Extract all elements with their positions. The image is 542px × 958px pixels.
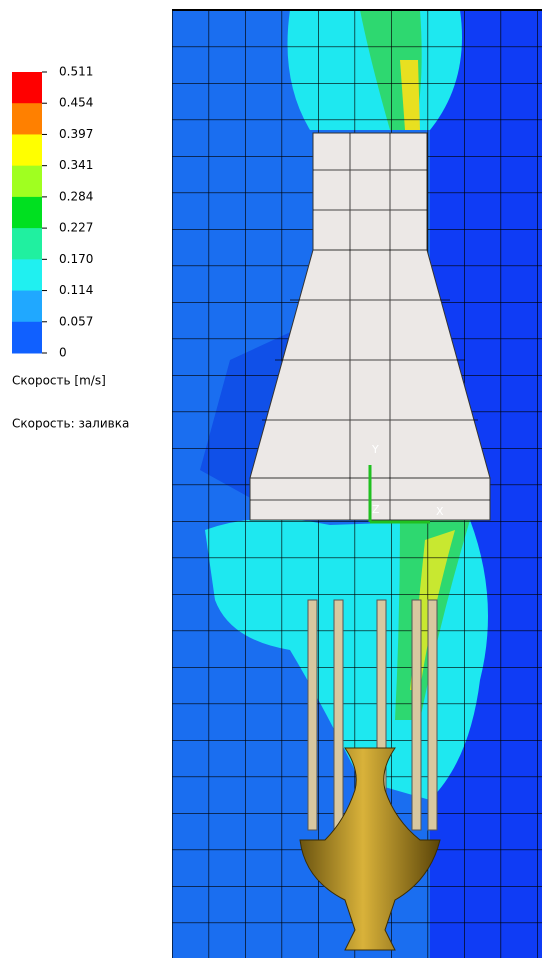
legend-swatch: [12, 72, 42, 104]
legend-swatch: [12, 228, 42, 260]
legend-label: 0.284: [59, 189, 93, 203]
screen: 0.511 0.454 0.397 0.341 0.284 0.227 0.170 0.114…: [0, 0, 542, 958]
legend-swatch: [12, 197, 42, 229]
legend-swatch: [12, 322, 42, 354]
legend-label: 0.170: [59, 252, 93, 266]
legend-label: 0.511: [59, 65, 93, 79]
legend-swatch: [12, 291, 42, 323]
legend-label: 0.454: [59, 96, 93, 110]
legend-label: 0.397: [59, 127, 93, 141]
legend-label: 0: [59, 346, 67, 360]
axis-y-label: Y: [371, 443, 379, 456]
legend-label: 0.057: [59, 314, 93, 328]
axis-x-label: X: [436, 505, 444, 518]
legend-swatch: [12, 134, 42, 166]
legend-caption: Скорость: заливка: [12, 417, 129, 431]
legend-label: 0.114: [59, 283, 93, 297]
axis-z-label: Z: [372, 503, 380, 516]
legend-title: Скорость [m/s]: [12, 374, 106, 388]
legend-label: 0.227: [59, 221, 93, 235]
legend-swatch: [12, 103, 42, 135]
page: 0.511 0.454 0.397 0.341 0.284 0.227 0.170 0.114…: [0, 0, 542, 958]
viewport: Y Z X: [172, 10, 542, 958]
legend-label: 0.341: [59, 158, 93, 172]
legend: 0.511 0.454 0.397 0.341 0.284 0.227 0.170 0.114…: [12, 65, 93, 360]
legend-swatch: [12, 166, 42, 198]
legend-swatch: [12, 259, 42, 291]
